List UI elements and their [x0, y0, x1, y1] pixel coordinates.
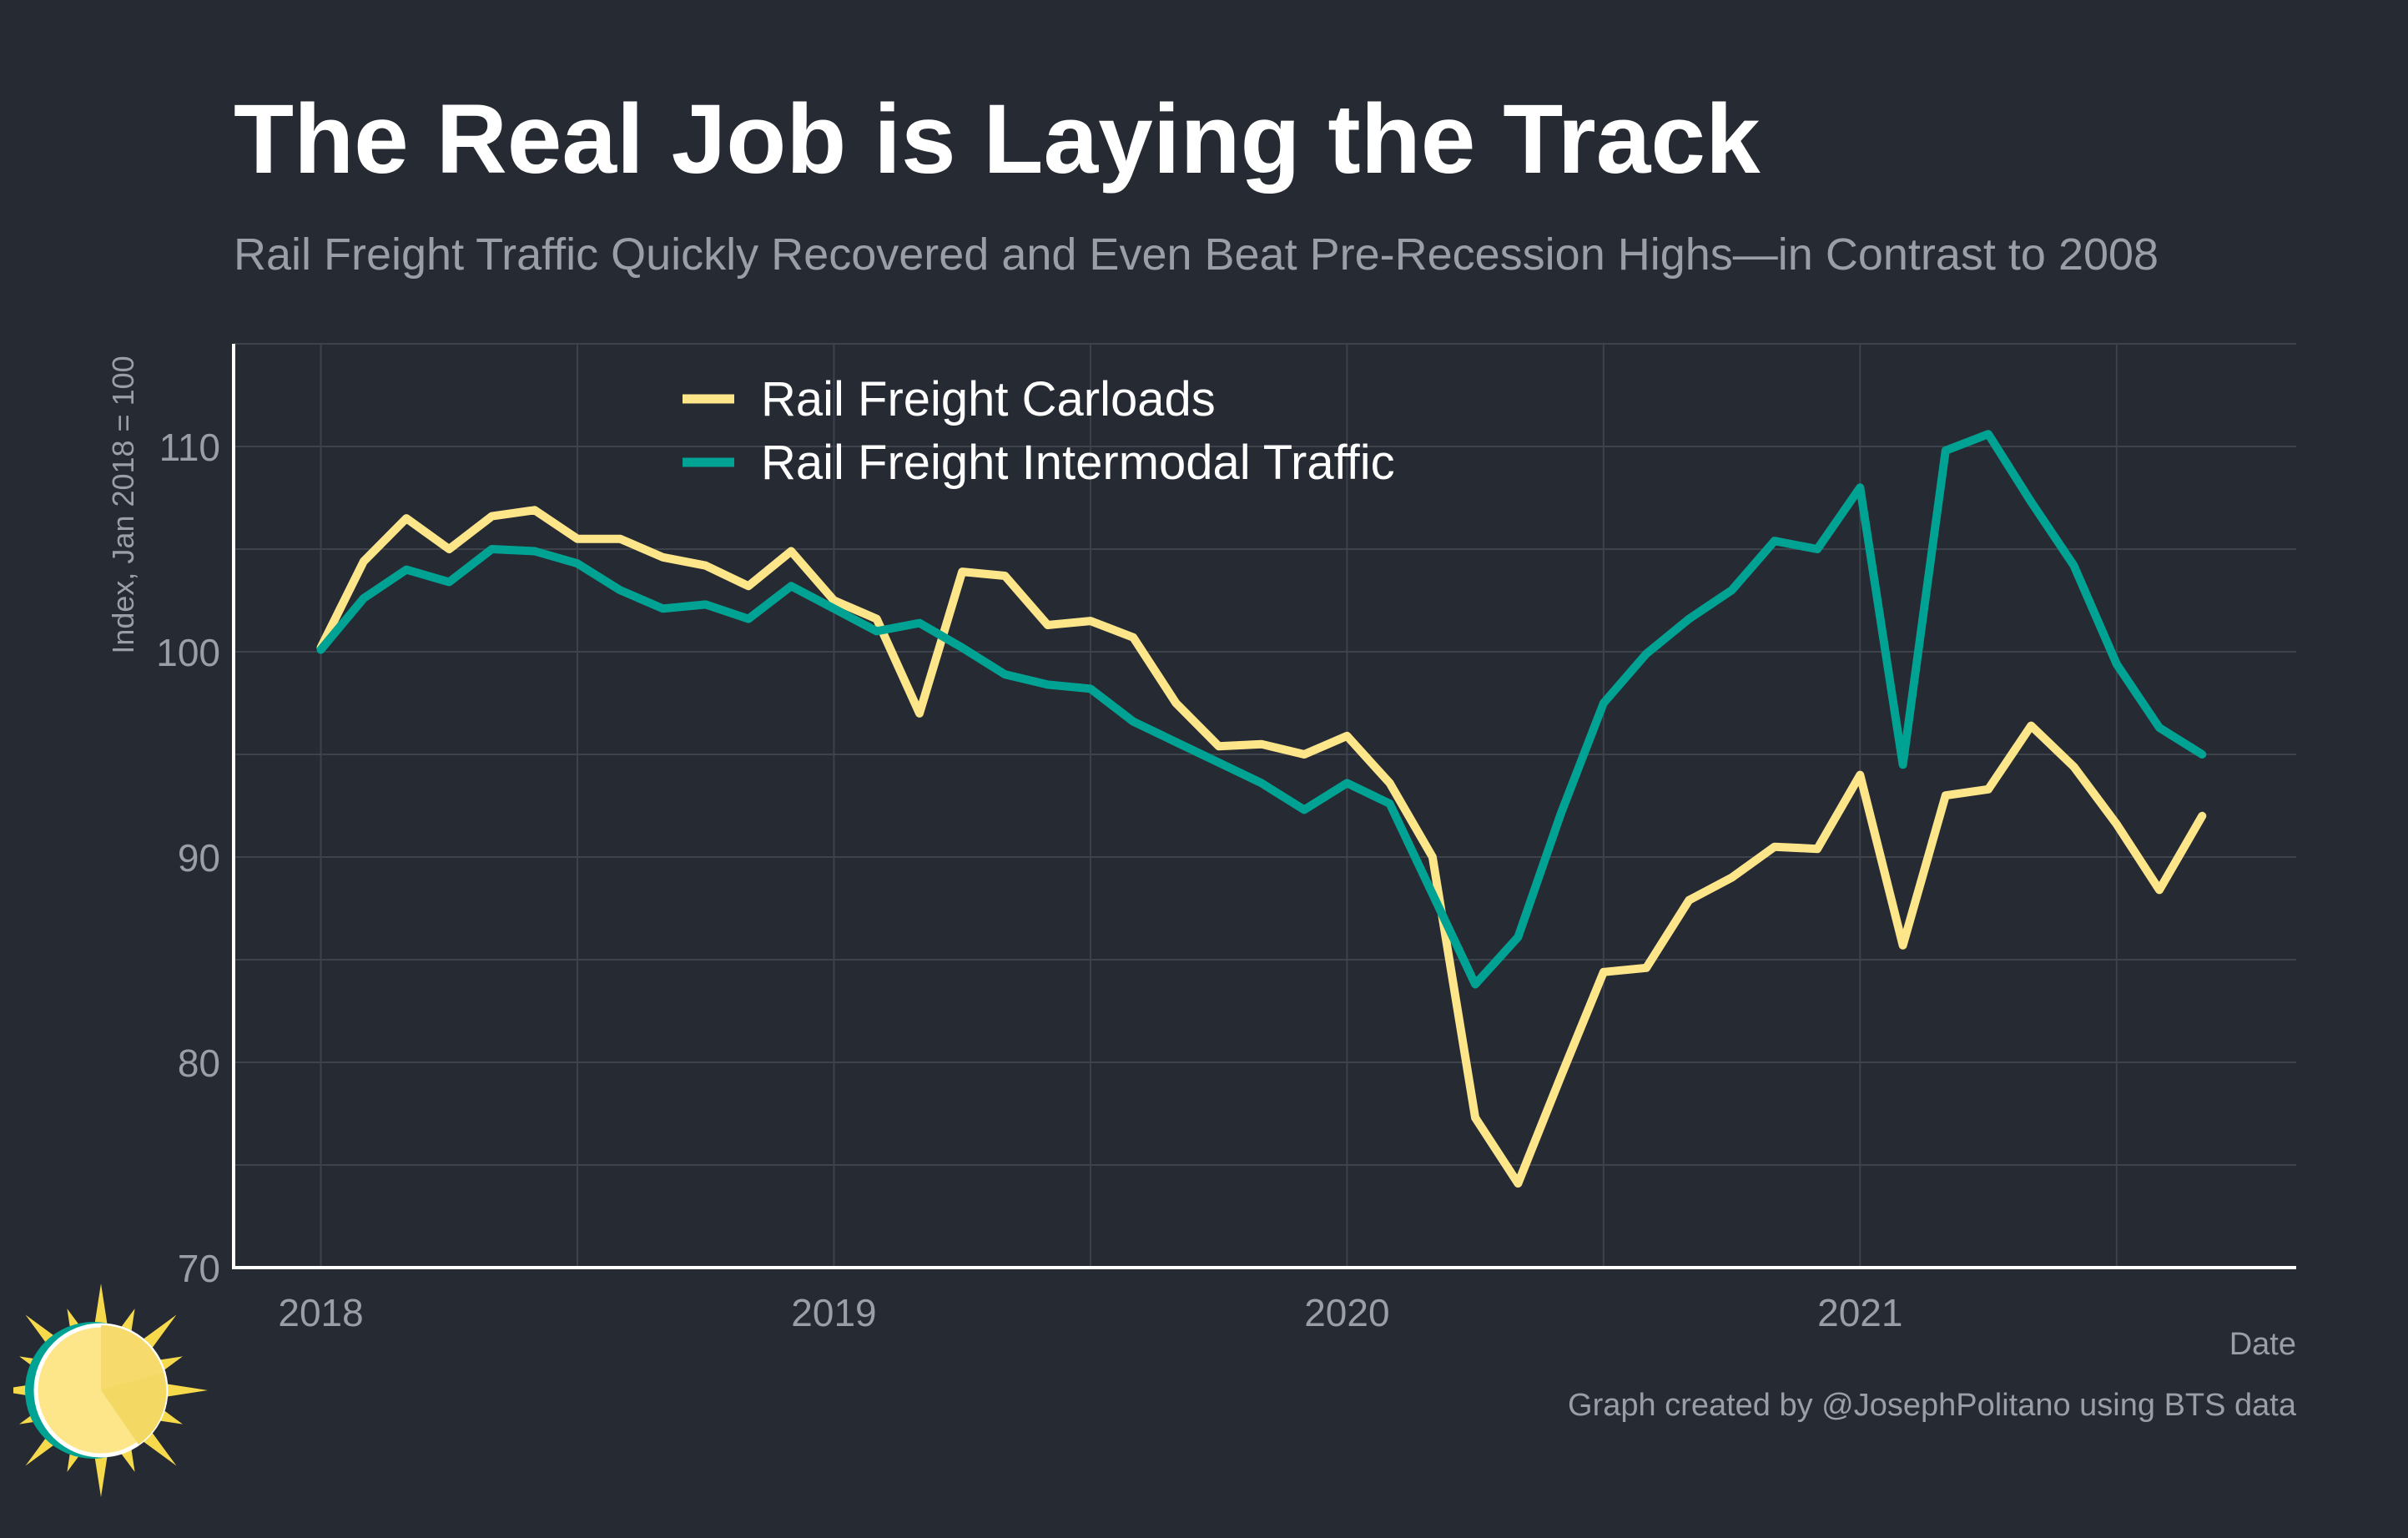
y-tick-label: 100 [156, 631, 220, 674]
x-tick-label: 2019 [791, 1291, 876, 1334]
sun-ray [93, 1448, 109, 1497]
y-tick-label: 90 [178, 836, 220, 880]
sun-logo-icon [13, 1283, 208, 1497]
y-axis-title: Index, Jan 2018 = 100 [106, 356, 140, 653]
x-tick-label: 2020 [1304, 1291, 1389, 1334]
chart-axes: 70 80 90 100 110 2018 2019 2020 2021 Date Index, J… [106, 344, 2296, 1362]
x-tick-label: 2018 [278, 1291, 363, 1334]
chart-title: The Real Job is Laying the Track [234, 84, 1761, 194]
chart-legend: Rail Freight Carloads Rail Freight Interm… [683, 372, 1395, 490]
x-tick-label: 2021 [1817, 1291, 1902, 1334]
legend-label: Rail Freight Intermodal Traffic [761, 436, 1395, 490]
y-tick-label: 80 [178, 1041, 220, 1085]
y-tick-label: 110 [159, 426, 220, 469]
y-tick-label: 70 [178, 1247, 220, 1290]
sun-ray [93, 1283, 109, 1333]
series-line-intermodal [316, 430, 2207, 989]
source-caption: Graph created by @JosephPolitano using B… [1568, 1388, 2296, 1423]
chart-series [316, 430, 2207, 1188]
legend-label: Rail Freight Carloads [761, 372, 1216, 426]
x-axis-title: Date [2229, 1327, 2296, 1362]
chart-subtitle: Rail Freight Traffic Quickly Recovered a… [234, 229, 2159, 280]
sun-ray [159, 1382, 208, 1399]
series-line-carloads [316, 506, 2207, 1188]
